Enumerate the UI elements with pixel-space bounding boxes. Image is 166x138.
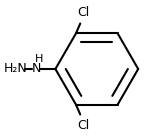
- Text: H: H: [35, 54, 43, 64]
- Text: Cl: Cl: [77, 6, 89, 19]
- Text: H₂N: H₂N: [3, 63, 27, 75]
- Text: N: N: [31, 63, 41, 75]
- Text: Cl: Cl: [77, 119, 89, 132]
